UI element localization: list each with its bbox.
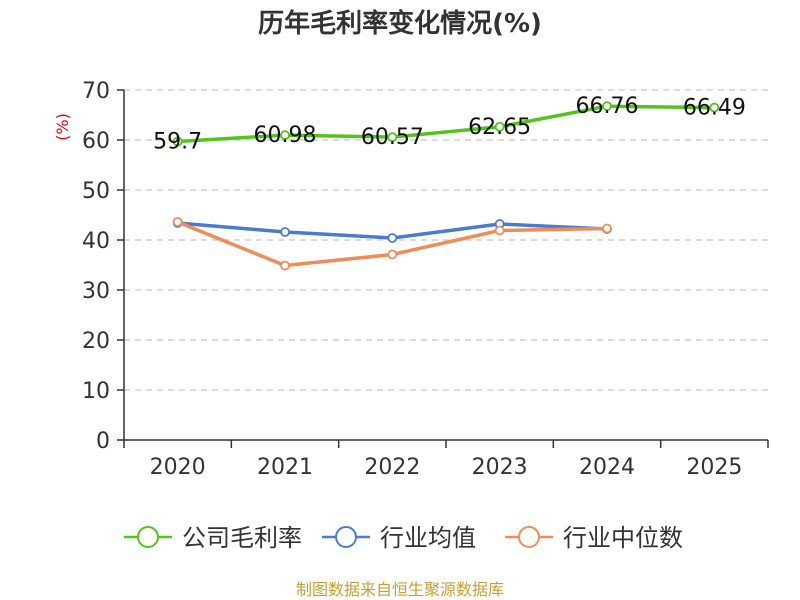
legend: 公司毛利率 行业均值 行业中位数 — [124, 524, 683, 552]
data-label: 59.7 — [153, 130, 202, 155]
axes — [117, 89, 769, 448]
data-point — [494, 121, 505, 132]
x-tick-label: 2023 — [472, 455, 528, 480]
data-labels: 59.7 60.98 60.57 62.65 66.76 66.49 — [153, 94, 746, 154]
data-point — [280, 227, 290, 237]
tick-labels: 0 10 20 30 40 50 60 70 2020 2021 2022 2023 2024 2025 — [82, 79, 742, 480]
chart-title: 历年毛利率变化情况(%) — [258, 8, 542, 39]
legend-marker — [335, 526, 357, 548]
data-label: 60.98 — [254, 123, 317, 148]
y-tick-label: 0 — [96, 429, 110, 454]
data-label: 62.65 — [468, 115, 531, 140]
data-point — [387, 249, 398, 260]
grid-lines — [124, 89, 768, 391]
series-layer — [172, 101, 720, 271]
data-point — [602, 223, 612, 234]
x-tick-label: 2021 — [257, 455, 313, 480]
y-tick-label: 40 — [82, 229, 110, 254]
y-tick-label: 70 — [82, 79, 110, 104]
data-point — [280, 130, 290, 141]
legend-marker — [518, 526, 540, 548]
x-tick-label: 2024 — [579, 455, 635, 480]
y-tick-label: 30 — [82, 279, 110, 304]
legend-label: 公司毛利率 — [182, 524, 302, 552]
data-label: 66.76 — [576, 94, 639, 119]
y-tick-label: 60 — [82, 129, 110, 154]
x-tick-label: 2022 — [364, 455, 420, 480]
data-point — [280, 260, 290, 271]
data-point — [172, 217, 183, 227]
x-tick-label: 2025 — [686, 455, 742, 480]
data-point — [172, 136, 183, 147]
data-point — [709, 102, 720, 113]
x-tick-label: 2020 — [150, 455, 206, 480]
y-tick-label: 10 — [82, 379, 110, 404]
data-label: 60.57 — [361, 125, 424, 150]
y-tick-label: 50 — [82, 179, 110, 204]
data-point — [387, 132, 398, 143]
legend-label: 行业均值 — [380, 524, 476, 552]
data-label: 66.49 — [683, 96, 746, 121]
data-point — [387, 233, 398, 243]
legend-label: 行业中位数 — [563, 524, 683, 552]
data-point — [494, 225, 505, 236]
y-axis-label: (%) — [53, 113, 72, 141]
y-tick-label: 20 — [82, 329, 110, 354]
series-line-0 — [177, 104, 715, 144]
legend-marker — [137, 526, 159, 548]
source-note: 制图数据来自恒生聚源数据库 — [296, 580, 504, 599]
data-point — [602, 101, 612, 112]
